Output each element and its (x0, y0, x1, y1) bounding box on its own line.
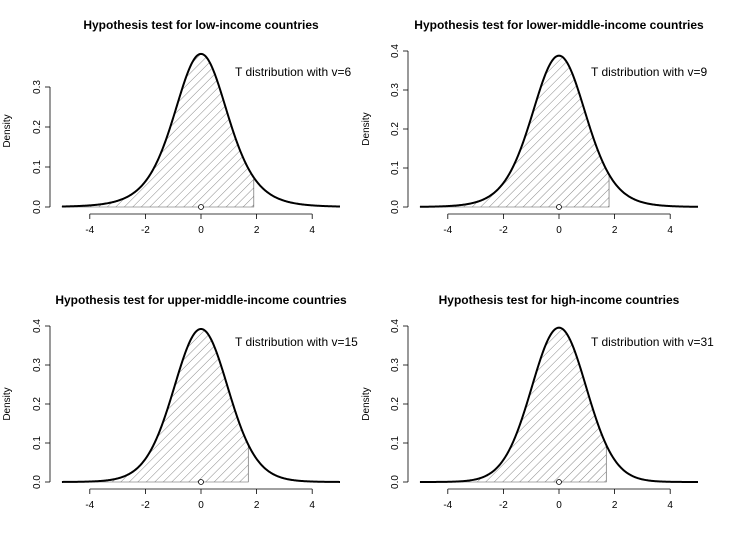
y-tick-label: 0.1 (32, 160, 43, 174)
y-tick-label: 0.3 (32, 358, 43, 372)
y-tick-label: 0.2 (32, 120, 43, 134)
chart-panel-2: Hypothesis test for lower-middle-income … (361, 18, 707, 236)
density-curve (61, 52, 341, 208)
y-tick-label: 0.1 (32, 436, 43, 450)
x-tick-label: 4 (667, 225, 673, 236)
x-tick-label: 0 (556, 500, 562, 511)
chart-panel-4: Hypothesis test for high-income countrie… (361, 293, 714, 511)
y-tick-label: 0.3 (390, 358, 401, 372)
x-tick-label: 2 (612, 225, 618, 236)
x-tick-label: -2 (141, 500, 150, 511)
marker-point (198, 204, 204, 210)
y-tick-label: 0.3 (390, 83, 401, 97)
y-tick-label: 0.2 (390, 397, 401, 411)
chart-title: Hypothesis test for upper-middle-income … (55, 293, 347, 307)
x-tick-label: -4 (443, 225, 452, 236)
y-tick-label: 0.1 (390, 161, 401, 175)
y-tick-label: 0.0 (32, 475, 43, 489)
x-tick-label: -4 (443, 500, 452, 511)
distribution-annotation: T distribution with v=6 (235, 65, 351, 79)
chart-panel-3: Hypothesis test for upper-middle-income … (2, 293, 358, 511)
x-tick-label: 0 (198, 500, 204, 511)
y-tick-label: 0.0 (390, 200, 401, 214)
density-curve (62, 327, 340, 483)
x-tick-label: -2 (141, 225, 150, 236)
marker-point (556, 479, 562, 485)
y-tick-label: 0.4 (32, 319, 43, 333)
x-tick-label: -2 (499, 225, 508, 236)
y-tick-label: 0.1 (390, 436, 401, 450)
y-axis-label: Density (2, 114, 13, 147)
y-tick-label: 0.0 (390, 475, 401, 489)
shaded-region (61, 328, 249, 483)
y-tick-label: 0.4 (390, 44, 401, 58)
density-curve (420, 54, 698, 208)
y-axis-label: Density (2, 387, 13, 420)
y-tick-label: 0.3 (32, 80, 43, 94)
shaded-region (419, 55, 610, 208)
distribution-annotation: T distribution with v=31 (591, 335, 714, 349)
chart-panel-1: Hypothesis test for low-income countries… (2, 18, 351, 236)
y-tick-label: 0.0 (32, 200, 43, 214)
x-tick-label: -4 (85, 500, 94, 511)
x-tick-label: 0 (556, 225, 562, 236)
y-axis-label: Density (361, 112, 372, 145)
y-tick-label: 0.4 (390, 319, 401, 333)
x-tick-label: 4 (309, 500, 315, 511)
y-tick-label: 0.2 (390, 122, 401, 136)
x-tick-label: 2 (254, 225, 260, 236)
x-tick-label: 4 (667, 500, 673, 511)
marker-point (556, 204, 562, 210)
chart-title: Hypothesis test for lower-middle-income … (414, 18, 704, 32)
x-tick-label: 4 (309, 225, 315, 236)
density-curve (420, 326, 698, 483)
x-tick-label: -2 (499, 500, 508, 511)
y-tick-label: 0.2 (32, 397, 43, 411)
chart-title: Hypothesis test for low-income countries (83, 18, 319, 32)
x-tick-label: -4 (85, 225, 94, 236)
distribution-annotation: T distribution with v=15 (235, 335, 358, 349)
shaded-region (419, 327, 607, 483)
shaded-region (61, 53, 255, 208)
y-axis-label: Density (361, 387, 372, 420)
distribution-annotation: T distribution with v=9 (591, 65, 707, 79)
chart-title: Hypothesis test for high-income countrie… (439, 293, 680, 307)
x-tick-label: 2 (612, 500, 618, 511)
marker-point (198, 479, 204, 485)
x-tick-label: 2 (254, 500, 260, 511)
x-tick-label: 0 (198, 225, 204, 236)
